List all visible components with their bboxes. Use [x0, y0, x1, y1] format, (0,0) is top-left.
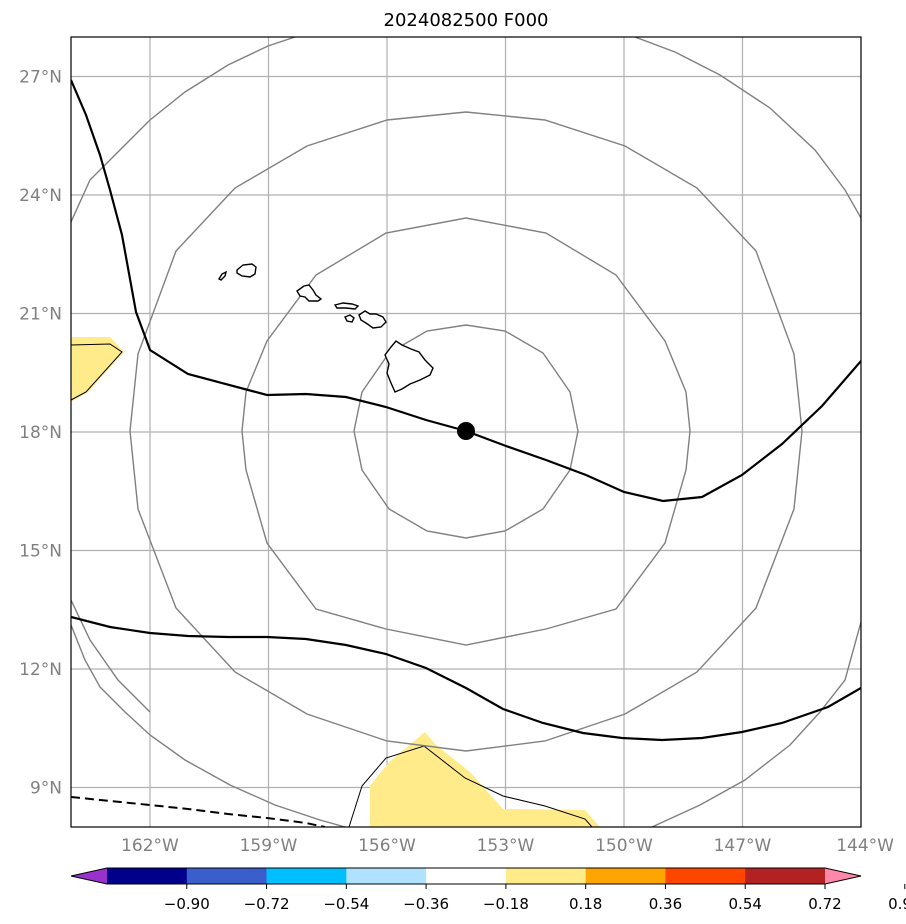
lon-label: 162°W — [121, 836, 179, 856]
colorbar-tick-label: −0.36 — [403, 895, 449, 913]
island-niihau — [218, 270, 228, 281]
lon-label: 150°W — [595, 836, 653, 856]
range-ring-2 — [241, 217, 691, 646]
latitude-labels: 27°N 24°N 21°N 18°N 15°N 12°N 9°N — [19, 68, 62, 799]
figure-title: 2024082500 F000 — [384, 10, 549, 31]
colorbar-tick-label: 0.72 — [808, 895, 841, 913]
lat-label: 18°N — [19, 423, 62, 443]
thin-contour-west — [71, 343, 123, 401]
colorbar-tick-label: 0.90 — [888, 895, 906, 913]
lat-label: 21°N — [19, 305, 62, 325]
contour-upper — [71, 79, 861, 503]
thin-contour-south — [348, 745, 593, 827]
range-ring-4 — [71, 37, 296, 223]
range-ring-4-east — [634, 37, 861, 219]
lat-label: 27°N — [19, 68, 62, 88]
island-kauai — [236, 263, 257, 278]
range-ring-4-southwest — [71, 624, 346, 827]
lon-label: 144°W — [836, 836, 894, 856]
colorbar-segment — [186, 868, 268, 884]
island-maui — [358, 310, 387, 329]
colorbar-segment — [505, 868, 587, 884]
dashed-contour — [71, 796, 326, 827]
colorbar-segment — [266, 868, 347, 884]
thick-contours — [71, 79, 861, 742]
lat-label: 15°N — [19, 542, 62, 562]
colorbar-tick-label: 0.54 — [729, 895, 762, 913]
island-molokai — [333, 302, 360, 310]
lat-label: 12°N — [19, 660, 62, 680]
range-rings — [71, 37, 861, 827]
colorbar-tick-label: −0.18 — [483, 895, 529, 913]
colorbar-tick-label: 0.18 — [569, 895, 602, 913]
map-content — [71, 37, 861, 827]
coastlines — [218, 263, 434, 393]
colorbar-segment — [745, 868, 826, 884]
contour-lower — [71, 615, 861, 742]
colorbar-tick-label: −0.54 — [323, 895, 369, 913]
longitude-labels: 162°W 159°W 156°W 153°W 150°W 147°W 144°W — [121, 836, 894, 856]
shaded-area-west — [71, 337, 124, 402]
colorbar-outline — [70, 867, 862, 885]
map-frame — [70, 36, 862, 828]
storm-center-marker — [457, 422, 475, 440]
island-oahu — [296, 284, 323, 302]
colorbar: −0.90 −0.72 −0.54 −0.36 −0.18 0.18 0.36 0.54 0.7… — [70, 867, 906, 913]
colorbar-segment — [665, 868, 746, 884]
lon-label: 147°W — [714, 836, 772, 856]
range-ring-3 — [129, 111, 803, 752]
lat-label: 9°N — [30, 779, 62, 799]
colorbar-segment — [346, 868, 427, 884]
island-hawaii — [384, 340, 434, 393]
lon-label: 156°W — [358, 836, 416, 856]
range-ring-1 — [353, 324, 579, 539]
island-lanai — [344, 314, 355, 323]
colorbar-tick-label: 0.36 — [649, 895, 682, 913]
colorbar-extend-max — [825, 868, 861, 884]
lon-label: 159°W — [240, 836, 298, 856]
colorbar-segment — [107, 868, 188, 884]
range-ring-4-southeast — [651, 621, 861, 827]
colorbar-tick-label: −0.72 — [244, 895, 290, 913]
lat-label: 24°N — [19, 186, 62, 206]
colorbar-extend-min — [71, 868, 107, 884]
colorbar-segment — [426, 868, 507, 884]
lon-label: 153°W — [477, 836, 535, 856]
colorbar-segment — [585, 868, 666, 884]
shaded-area-south — [370, 732, 600, 827]
colorbar-tick-label: −0.90 — [164, 895, 210, 913]
